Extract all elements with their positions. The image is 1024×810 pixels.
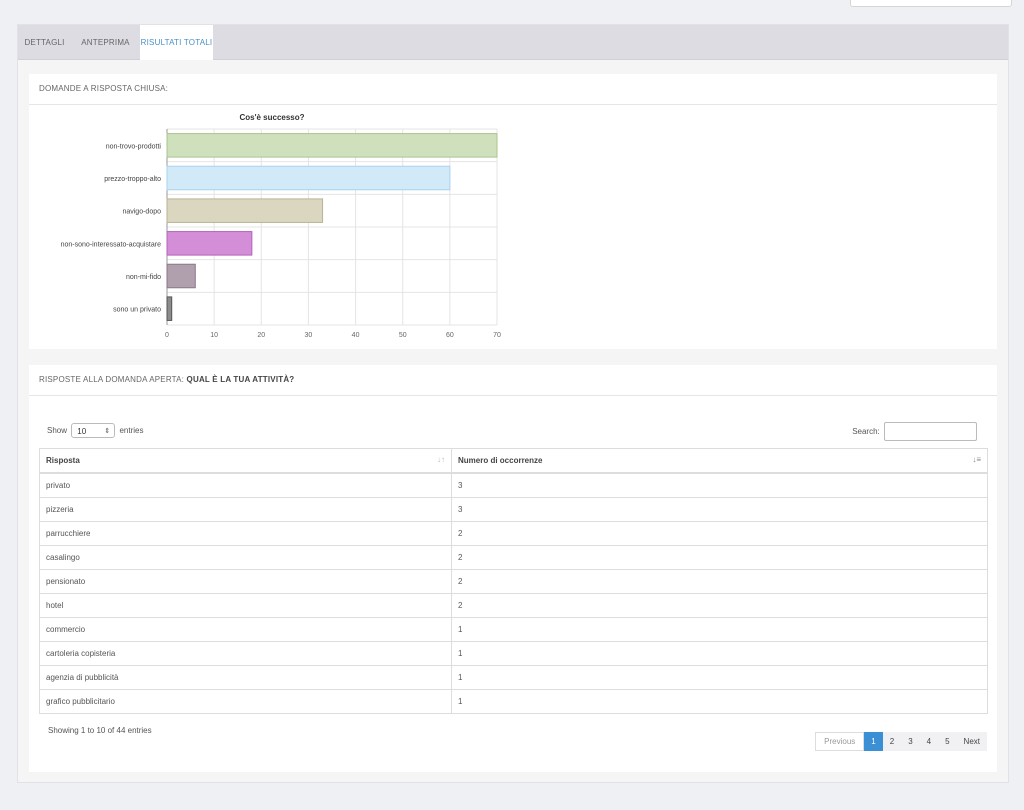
table-row: cartoleria copisteria 1 <box>39 641 988 666</box>
cell-numero: 1 <box>451 665 988 690</box>
category-label: non-mi-fido <box>126 274 161 281</box>
pagination: Previous 1 2 3 4 5 Next <box>815 732 987 751</box>
search-label: Search: <box>852 427 880 436</box>
cell-risposta: parrucchiere <box>39 521 452 546</box>
open-question-title: QUAL È LA TUA ATTIVITÀ? <box>186 375 295 384</box>
cell-risposta: pizzeria <box>39 497 452 522</box>
bar-chart: Cos'è successo? 0 10 20 30 40 50 60 70 non-trovo-… <box>61 113 501 339</box>
bar-non-trovo-prodotti <box>166 133 498 158</box>
pagination-page-4[interactable]: 4 <box>919 732 939 751</box>
x-tick-label: 10 <box>210 332 218 339</box>
responses-table: Risposta ↓↑ Numero di occorrenze ↓≡ priv… <box>39 448 988 714</box>
pagination-previous[interactable]: Previous <box>815 732 865 751</box>
pagination-page-3[interactable]: 3 <box>901 732 920 751</box>
bar-sono-un-privato <box>166 296 173 321</box>
open-question-header: RISPOSTE ALLA DOMANDA APERTA: QUAL È LA … <box>29 365 997 396</box>
sort-icon: ↓↑ <box>437 455 445 464</box>
pagination-page-5[interactable]: 5 <box>938 732 957 751</box>
x-tick-label: 40 <box>352 332 360 339</box>
x-tick-label: 20 <box>257 332 265 339</box>
x-tick-label: 0 <box>165 332 169 339</box>
column-header-risposta[interactable]: Risposta ↓↑ <box>39 448 452 474</box>
cell-risposta: hotel <box>39 593 452 618</box>
table-row: casalingo 2 <box>39 545 988 570</box>
cell-numero: 1 <box>451 617 988 642</box>
tab-dettagli[interactable]: DETTAGLI <box>24 38 65 47</box>
page-size-value: 10 <box>77 427 87 437</box>
entries-label: entries <box>119 426 144 435</box>
page-size-select[interactable]: 10 ⇕ <box>71 423 116 439</box>
category-label: non-sono-interessato-acquistare <box>61 241 161 248</box>
cell-numero: 1 <box>451 689 988 714</box>
x-tick-label: 60 <box>446 332 454 339</box>
chart-title: Cos'è successo? <box>239 113 304 122</box>
pagination-next[interactable]: Next <box>956 732 987 751</box>
column-header-numero[interactable]: Numero di occorrenze ↓≡ <box>451 448 988 474</box>
table-header-row: Risposta ↓↑ Numero di occorrenze ↓≡ <box>39 448 988 474</box>
table-row: commercio 1 <box>39 617 988 642</box>
tab-anteprima[interactable]: ANTEPRIMA <box>81 38 130 47</box>
cell-risposta: grafico pubblicitario <box>39 689 452 714</box>
table-row: pizzeria 3 <box>39 497 988 522</box>
bar-navigo-dopo <box>166 198 324 223</box>
cell-numero: 2 <box>451 545 988 570</box>
category-label: prezzo-troppo-alto <box>104 176 161 183</box>
page-size-control: Show 10 ⇕ entries <box>47 423 144 439</box>
x-tick-label: 50 <box>399 332 407 339</box>
cell-risposta: cartoleria copisteria <box>39 641 452 666</box>
open-question-card: RISPOSTE ALLA DOMANDA APERTA: QUAL È LA … <box>29 365 997 772</box>
cell-risposta: pensionato <box>39 569 452 594</box>
x-tick-label: 30 <box>305 332 313 339</box>
category-label: navigo-dopo <box>122 209 161 216</box>
cell-numero: 3 <box>451 497 988 522</box>
cell-risposta: casalingo <box>39 545 452 570</box>
table-row: parrucchiere 2 <box>39 521 988 546</box>
category-label: non-trovo-prodotti <box>106 143 162 150</box>
bar-non-sono-interessato-acquistare <box>166 231 253 256</box>
cell-numero: 3 <box>451 472 988 498</box>
top-search-input[interactable] <box>850 0 1012 7</box>
tab-risultati-totali[interactable]: RISULTATI TOTALI <box>140 25 213 60</box>
pagination-page-1[interactable]: 1 <box>864 732 883 751</box>
bar-prezzo-troppo-alto <box>166 165 451 191</box>
cell-numero: 1 <box>451 641 988 666</box>
open-question-prefix: RISPOSTE ALLA DOMANDA APERTA: <box>39 375 185 384</box>
table-search: Search: <box>852 422 977 442</box>
table-row: hotel 2 <box>39 593 988 618</box>
pagination-page-2[interactable]: 2 <box>882 732 902 751</box>
table-row: pensionato 2 <box>39 569 988 594</box>
tab-bar: DETTAGLI ANTEPRIMA RISULTATI TOTALI <box>18 25 1008 60</box>
cell-risposta: commercio <box>39 617 452 642</box>
cell-risposta: privato <box>39 472 452 498</box>
select-arrows-icon: ⇕ <box>104 428 111 436</box>
table-row: privato 3 <box>39 472 988 498</box>
cell-numero: 2 <box>451 521 988 546</box>
category-label: sono un privato <box>113 307 161 314</box>
show-label: Show <box>47 426 68 435</box>
cell-numero: 2 <box>451 593 988 618</box>
cell-risposta: agenzia di pubblicità <box>39 665 452 690</box>
search-input[interactable] <box>884 422 977 442</box>
closed-questions-card: DOMANDE A RISPOSTA CHIUSA: Cos'è success… <box>29 74 997 349</box>
x-tick-label: 70 <box>493 332 501 339</box>
bar-non-mi-fido <box>166 263 196 289</box>
results-panel: DETTAGLI ANTEPRIMA RISULTATI TOTALI DOMA… <box>17 24 1009 783</box>
closed-questions-header: DOMANDE A RISPOSTA CHIUSA: <box>29 74 997 105</box>
table-info: Showing 1 to 10 of 44 entries <box>48 726 152 735</box>
sort-desc-icon: ↓≡ <box>972 455 981 464</box>
cell-numero: 2 <box>451 569 988 594</box>
table-row: grafico pubblicitario 1 <box>39 689 988 714</box>
table-row: agenzia di pubblicità 1 <box>39 665 988 690</box>
